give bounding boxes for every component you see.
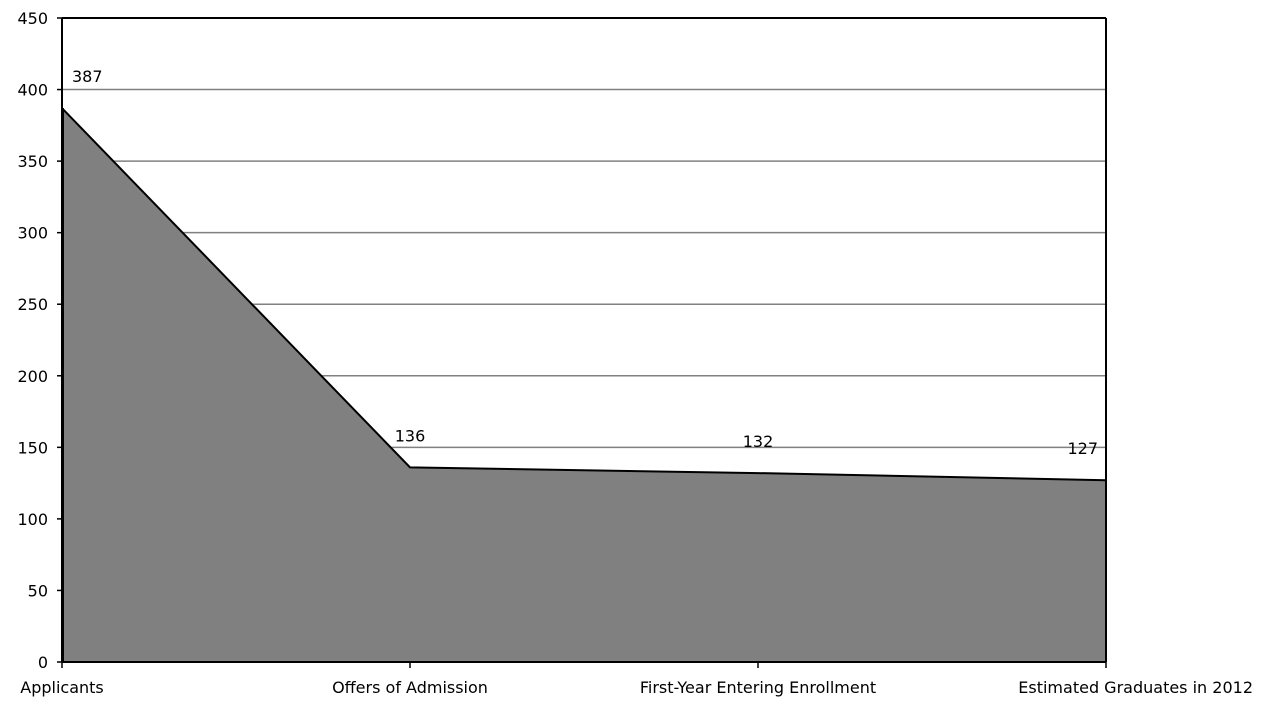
y-tick-label: 300	[17, 224, 48, 243]
data-label: 132	[743, 432, 774, 451]
data-label: 127	[1067, 439, 1098, 458]
data-label: 387	[72, 67, 103, 86]
x-category-label: First-Year Entering Enrollment	[640, 678, 876, 697]
data-labels: 387 136 132 127	[72, 67, 1098, 458]
y-tick-label: 450	[17, 9, 48, 28]
y-tick-label: 200	[17, 367, 48, 386]
x-category-label: Applicants	[20, 678, 104, 697]
y-tick-label: 150	[17, 438, 48, 457]
x-axis-ticks: Applicants Offers of Admission First-Year …	[20, 662, 1253, 697]
y-tick-label: 0	[38, 653, 48, 672]
area-fill	[62, 108, 1106, 662]
area-series	[61, 107, 1107, 662]
y-tick-label: 50	[28, 581, 48, 600]
data-label: 136	[395, 426, 426, 445]
y-tick-label: 400	[17, 81, 48, 100]
axes	[61, 17, 1107, 663]
y-tick-label: 250	[17, 295, 48, 314]
y-tick-label: 100	[17, 510, 48, 529]
x-category-label: Offers of Admission	[332, 678, 488, 697]
area-outline	[61, 107, 1107, 482]
y-tick-label: 350	[17, 152, 48, 171]
y-axis-ticks: 0 50 100 150 200 250 300 350 400 450	[17, 9, 62, 672]
x-category-label: Estimated Graduates in 2012	[1018, 678, 1253, 697]
